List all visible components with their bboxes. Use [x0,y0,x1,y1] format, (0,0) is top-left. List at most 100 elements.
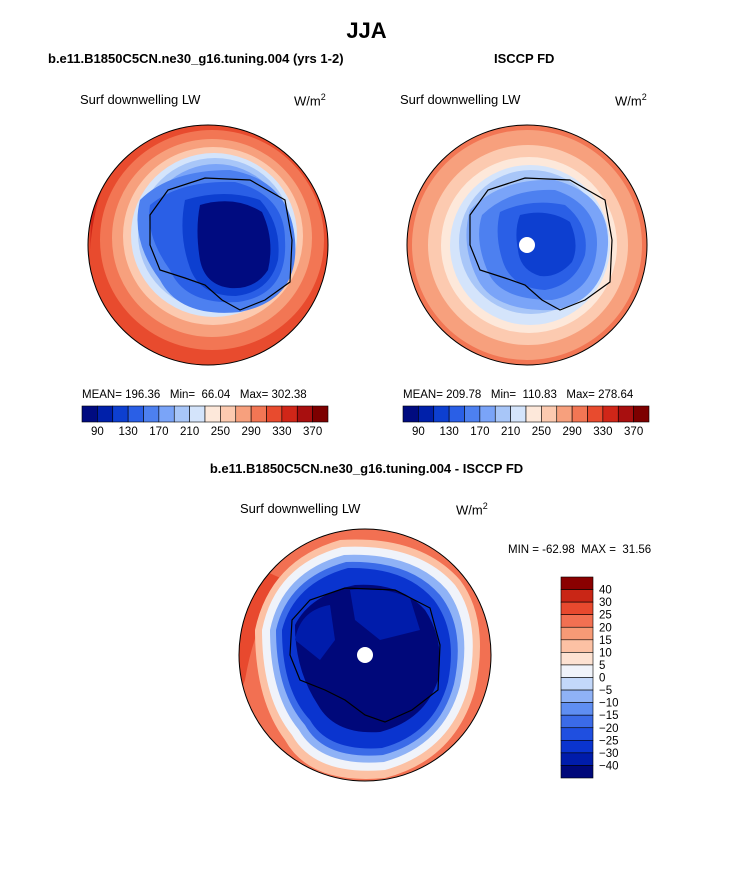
colorbar-tick-label: 130 [440,426,459,438]
colorbar-tick-label: −20 [599,723,619,735]
map-band [516,212,576,277]
colorbar-tick-label: 130 [119,426,138,438]
left-case-title: b.e11.B1850C5CN.ne30_g16.tuning.004 (yrs… [48,51,344,66]
colorbar-swatch [402,405,419,423]
colorbar-swatch [525,405,542,423]
colorbar-swatch [127,405,144,423]
colorbar-swatch [189,405,206,423]
colorbar-tick-label: −25 [599,735,619,747]
colorbar-swatch [433,405,450,423]
colorbar-swatch [560,614,594,628]
colorbar-swatch [560,689,594,703]
colorbar-swatch [617,405,634,423]
colorbar-swatch [560,626,594,641]
colorbar-tick-label: 25 [599,610,612,622]
pole-hole [357,647,373,663]
colorbar-swatch [560,639,594,653]
units-exp: 2 [320,92,326,102]
colorbar-swatch [560,677,594,691]
colorbar-swatch [571,405,588,423]
units-base: W/m [456,502,483,518]
colorbar-swatch [560,752,594,766]
colorbar-tick-label: 370 [624,426,643,438]
colorbar-swatch [560,589,594,603]
colorbar-swatch [97,405,114,423]
diff-case-title: b.e11.B1850C5CN.ne30_g16.tuning.004 - IS… [209,461,524,476]
units-exp: 2 [641,92,647,102]
map-band [197,201,271,289]
colorbar-tick-label: 210 [180,426,199,438]
obs-colorbar: 90 130 170 210 250 290 330 370 [402,405,650,438]
colorbar-tick-label: −15 [599,710,619,722]
units-base: W/m [615,93,642,109]
colorbar-swatch [143,405,160,423]
diff-stats: MIN = -62.98 MAX = 31.56 [508,544,652,556]
colorbar-tick-label: 290 [563,426,582,438]
colorbar-tick-label: 30 [599,597,612,609]
colorbar-tick-label: 15 [599,635,612,647]
colorbar-swatch [112,405,129,423]
obs-map [407,125,647,365]
colorbar-tick-label: 250 [211,426,230,438]
colorbar-swatch [158,405,175,423]
colorbar-swatch [587,405,604,423]
colorbar-swatch [560,702,594,716]
colorbar-swatch [556,405,573,423]
colorbar-tick-label: 290 [242,426,261,438]
colorbar-tick-label: 170 [149,426,168,438]
colorbar-swatch [204,405,221,423]
colorbar-tick-label: 10 [599,647,612,659]
colorbar-tick-label: 330 [593,426,612,438]
colorbar-swatch [560,714,594,729]
colorbar-swatch [81,405,98,423]
pole-hole [519,237,535,253]
model-colorbar: 90 130 170 210 250 290 330 370 [81,405,329,438]
antarctic-coastline [469,177,613,311]
colorbar-tick-label: 170 [470,426,489,438]
season-title: JJA [346,18,387,43]
colorbar-swatch [560,576,594,590]
colorbar-swatch [541,405,558,423]
colorbar-swatch [510,405,527,423]
model-map [88,125,328,365]
colorbar-swatch [418,405,435,423]
units-exp: 2 [482,501,488,511]
map-band [350,588,420,640]
obs-units-label: W/m2 [615,92,647,108]
colorbar-tick-label: 40 [599,585,612,597]
colorbar-swatch [296,405,313,423]
colorbar-swatch [281,405,298,423]
colorbar-tick-label: 5 [599,660,605,672]
diff-map-border [238,528,492,782]
colorbar-swatch [560,765,594,779]
units-base: W/m [294,93,321,109]
antarctic-coastline [149,177,293,311]
colorbar-tick-label: 90 [91,426,104,438]
colorbar-swatch [602,405,619,423]
antarctic-coastline [289,587,441,723]
colorbar-swatch [448,405,465,423]
colorbar-swatch [312,405,329,423]
colorbar-tick-label: −10 [599,698,619,710]
colorbar-swatch [173,405,190,423]
colorbar-tick-label: 90 [412,426,425,438]
colorbar-swatch [235,405,252,423]
diff-map [239,529,491,781]
right-case-title: ISCCP FD [494,51,555,66]
colorbar-swatch [560,664,594,678]
colorbar-swatch [560,740,594,754]
colorbar-swatch [464,405,481,423]
colorbar-swatch [560,601,594,615]
colorbar-swatch [560,727,594,741]
diff-units-label: W/m2 [456,501,488,517]
colorbar-swatch [633,405,650,423]
diff-variable-label: Surf downwelling LW [240,501,361,516]
colorbar-tick-label: −30 [599,748,619,760]
model-map-border [87,124,329,366]
model-units-label: W/m2 [294,92,326,108]
map-band [295,605,335,660]
colorbar-swatch [560,652,594,666]
colorbar-tick-label: 0 [599,673,605,685]
